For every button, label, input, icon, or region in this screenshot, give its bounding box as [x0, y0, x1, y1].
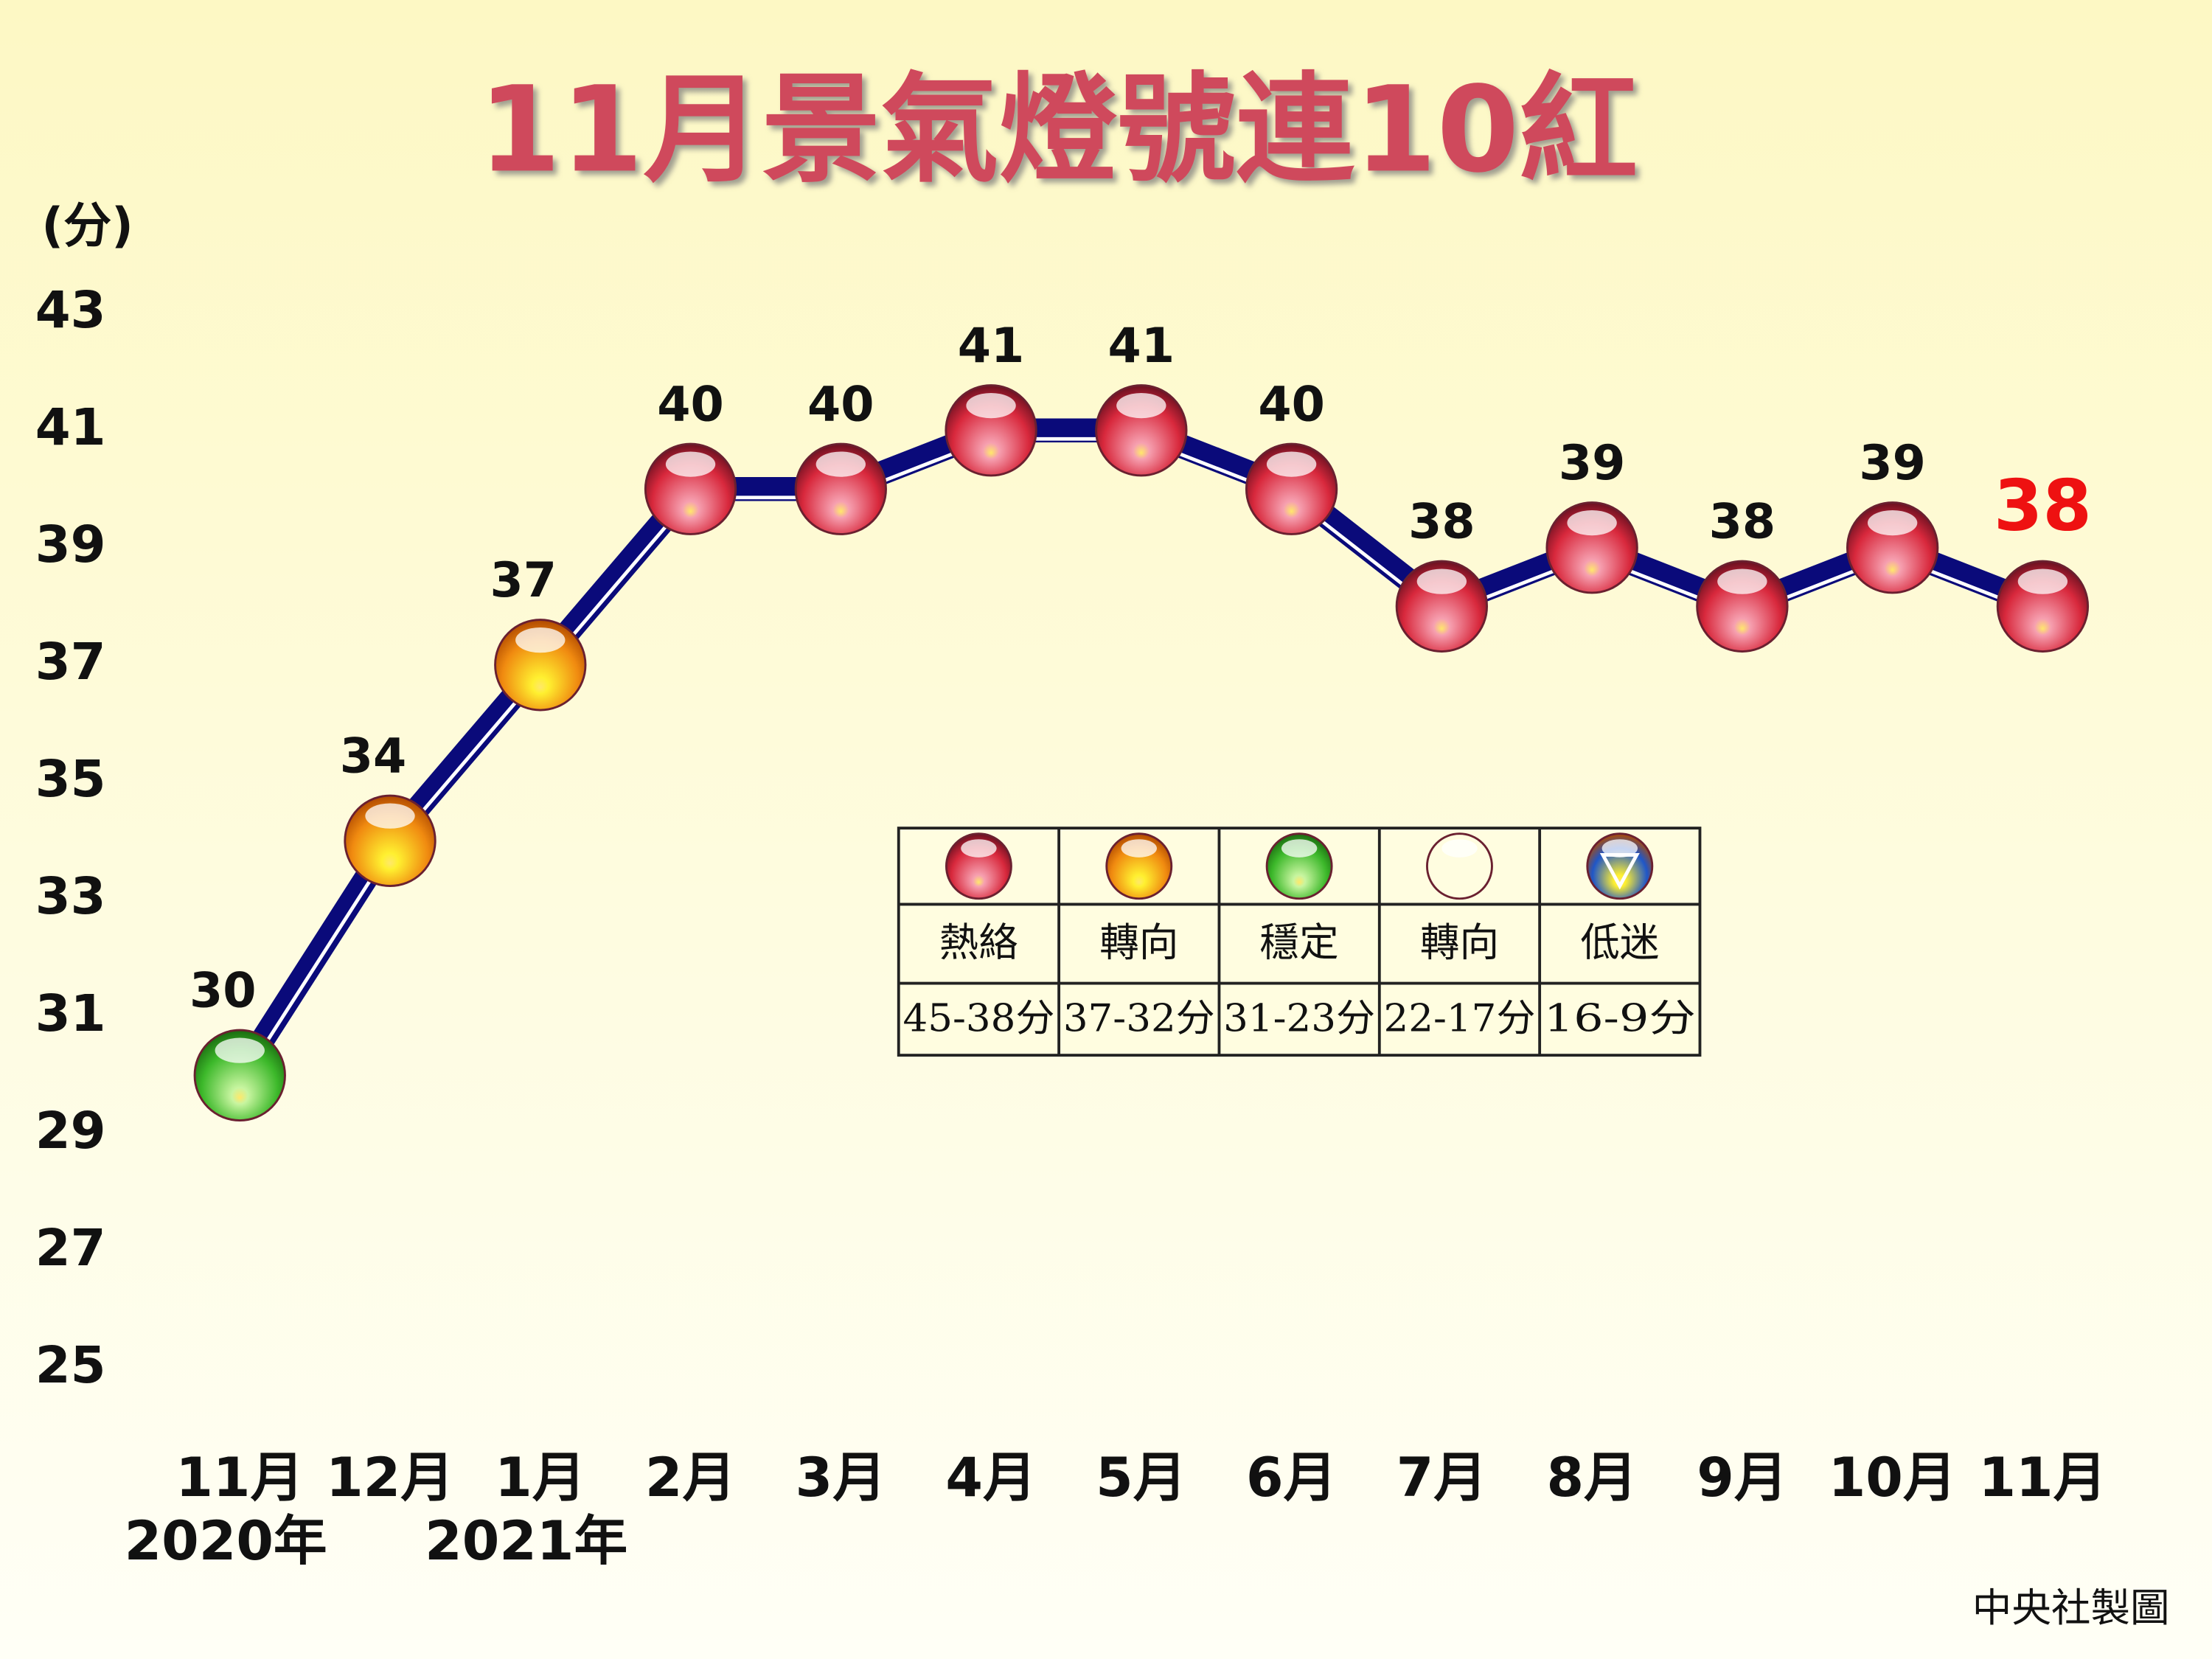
value-label: 38 — [1408, 494, 1475, 549]
x-tick-label: 11月 — [1978, 1447, 2107, 1509]
x-tick-label: 6月 — [1246, 1447, 1337, 1509]
y-tick-label: 29 — [35, 1102, 106, 1161]
ball-highlight — [1281, 839, 1318, 858]
y-tick-label: 35 — [35, 750, 106, 809]
y-tick-label: 41 — [35, 398, 106, 457]
ball-highlight — [365, 803, 415, 829]
x-tick-label: 3月 — [796, 1447, 886, 1509]
y-tick-label: 33 — [35, 867, 106, 926]
ball-highlight — [1717, 568, 1767, 594]
legend-name: 低迷 — [1580, 919, 1659, 966]
value-label: 38 — [1994, 465, 2092, 547]
ball-highlight — [665, 451, 716, 477]
legend-range: 37-32分 — [1063, 997, 1215, 1041]
value-label: 40 — [1258, 377, 1325, 432]
x-tick-label: 7月 — [1397, 1447, 1487, 1509]
ball-highlight — [1416, 568, 1467, 594]
value-label: 40 — [657, 377, 724, 432]
year-label: 2020年 — [125, 1511, 327, 1573]
y-tick-label: 39 — [35, 515, 106, 574]
value-label: 30 — [189, 963, 257, 1018]
ball-highlight — [1121, 839, 1157, 858]
y-axis-unit: (分) — [41, 198, 133, 254]
legend-range: 16-9分 — [1544, 997, 1696, 1041]
legend-name: 轉向 — [1099, 919, 1178, 966]
y-tick-label: 27 — [35, 1219, 106, 1278]
x-tick-label: 10月 — [1829, 1447, 1957, 1509]
ball-highlight — [815, 451, 866, 477]
value-label: 38 — [1709, 494, 1776, 549]
legend-range: 22-17分 — [1384, 997, 1536, 1041]
y-tick-label: 37 — [35, 633, 106, 692]
ball-highlight — [1116, 392, 1166, 419]
legend-symbol — [1599, 853, 1640, 890]
x-tick-label: 1月 — [495, 1447, 585, 1509]
value-label: 37 — [490, 553, 557, 608]
x-tick-label: 9月 — [1697, 1447, 1787, 1509]
x-tick-label: 4月 — [945, 1447, 1036, 1509]
ball-highlight — [515, 627, 566, 653]
ball-highlight — [961, 839, 997, 858]
ball-highlight — [1601, 839, 1638, 858]
ball-highlight — [1441, 839, 1478, 858]
x-tick-label: 12月 — [326, 1447, 454, 1509]
y-tick-label: 25 — [35, 1336, 106, 1395]
value-label: 41 — [958, 319, 1025, 374]
year-label: 2021年 — [425, 1511, 627, 1573]
x-tick-label: 8月 — [1546, 1447, 1637, 1509]
x-tick-label: 11月 — [175, 1447, 304, 1509]
ball-highlight — [2017, 568, 2068, 594]
ball-highlight — [966, 392, 1016, 419]
legend-name: 轉向 — [1420, 919, 1499, 966]
value-label: 34 — [340, 728, 407, 784]
ball-highlight — [1266, 451, 1317, 477]
value-label: 39 — [1559, 436, 1626, 491]
y-tick-label: 43 — [35, 281, 106, 340]
legend-name: 穩定 — [1260, 919, 1339, 966]
x-tick-label: 5月 — [1096, 1447, 1186, 1509]
ball-highlight — [1567, 509, 1617, 536]
value-label: 40 — [807, 377, 874, 432]
x-tick-label: 2月 — [645, 1447, 736, 1509]
y-tick-label: 31 — [35, 984, 106, 1043]
value-label: 41 — [1108, 319, 1175, 374]
value-label: 39 — [1859, 436, 1926, 491]
source: 中央社製圖 — [1972, 1585, 2170, 1631]
chart-title: 11月景氣燈號連10紅 — [479, 60, 1638, 198]
ball-highlight — [215, 1037, 265, 1063]
ball-highlight — [1867, 509, 1918, 536]
legend-range: 45-38分 — [902, 997, 1054, 1041]
legend-range: 31-23分 — [1223, 997, 1375, 1041]
legend-name: 熱絡 — [939, 919, 1018, 966]
